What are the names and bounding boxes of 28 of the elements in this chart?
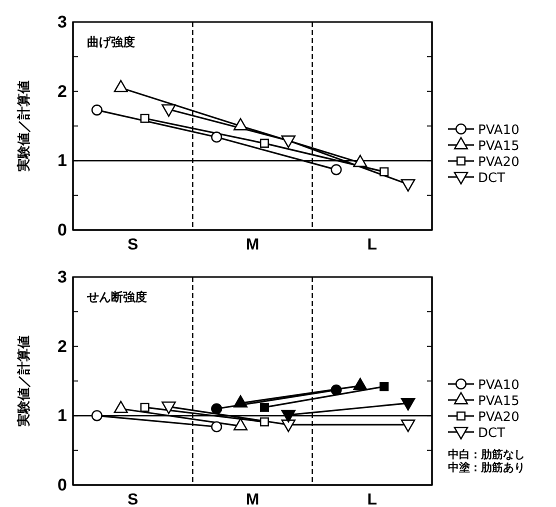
legend-label: PVA10 bbox=[478, 378, 520, 393]
x-tick-label: S bbox=[127, 236, 138, 254]
y-axis-title: 実験値／計算値 bbox=[16, 80, 32, 172]
y-tick-label: 3 bbox=[58, 267, 67, 286]
legend-label: PVA15 bbox=[478, 139, 520, 154]
x-tick-label: M bbox=[246, 491, 260, 507]
legend-label: PVA20 bbox=[478, 410, 520, 425]
y-tick-label: 2 bbox=[58, 82, 67, 101]
text: 中塗：肋筋あり bbox=[448, 461, 525, 474]
legend-label: DCT bbox=[478, 426, 506, 441]
y-tick-label: 1 bbox=[58, 406, 67, 426]
text: 中白：肋筋なし bbox=[448, 448, 525, 461]
legend-label: PVA15 bbox=[478, 394, 520, 409]
y-tick-label: 2 bbox=[58, 336, 67, 356]
x-tick-label: S bbox=[127, 491, 138, 507]
legend-label: PVA10 bbox=[478, 123, 520, 138]
x-tick-label: M bbox=[246, 236, 260, 254]
y-tick-label: 0 bbox=[58, 220, 67, 240]
y-tick-label: 1 bbox=[58, 151, 67, 170]
text: 曲げ強度 bbox=[87, 35, 135, 49]
legend-label: PVA20 bbox=[478, 155, 520, 170]
y-tick-label: 3 bbox=[58, 12, 67, 32]
legend-label: DCT bbox=[478, 171, 506, 186]
text: せん断強度 bbox=[86, 290, 147, 304]
x-tick-label: L bbox=[367, 491, 378, 507]
x-tick-label: L bbox=[367, 236, 378, 254]
y-tick-label: 0 bbox=[58, 475, 67, 494]
y-axis-title: 実験値／計算値 bbox=[16, 336, 32, 428]
